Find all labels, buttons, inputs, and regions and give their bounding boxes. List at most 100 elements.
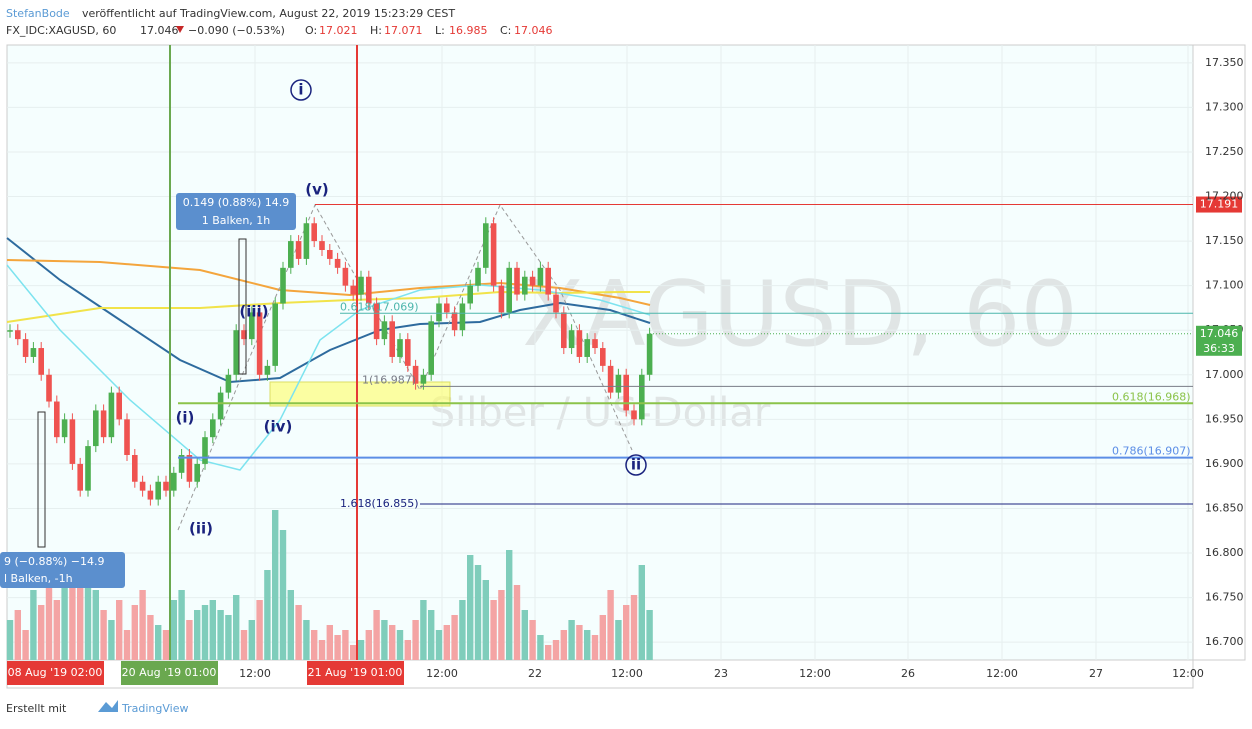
candle — [288, 241, 294, 268]
volume-bar — [498, 590, 505, 660]
candle — [61, 419, 68, 438]
volume-bar — [256, 600, 263, 660]
candle — [342, 267, 349, 286]
candle — [327, 250, 333, 259]
volume-bar — [209, 600, 216, 660]
candle — [428, 321, 434, 375]
candle — [467, 285, 473, 304]
candle — [256, 312, 263, 375]
volume-bar — [482, 580, 489, 660]
volume-bar — [630, 595, 638, 660]
candle — [15, 330, 21, 340]
candle — [615, 374, 622, 393]
price-tag-label: 17.191 — [1200, 198, 1239, 211]
y-tick-label: 17.000 — [1205, 368, 1244, 381]
candle — [334, 258, 341, 268]
change: −0.090 (−0.53%) — [188, 24, 285, 37]
candle — [592, 339, 598, 349]
volume-bar — [22, 630, 29, 660]
volume-bar — [201, 605, 209, 660]
volume-bar — [443, 625, 450, 660]
volume-bar — [123, 630, 131, 660]
y-tick-label: 16.900 — [1205, 457, 1244, 470]
volume-bar — [451, 615, 458, 660]
volume-bar — [420, 600, 427, 660]
level-label: 0.618(16.968) — [1112, 390, 1191, 403]
candle — [639, 374, 645, 420]
wave-lines — [177, 203, 633, 531]
volume-bar — [248, 620, 255, 660]
wave-label: ii — [631, 456, 641, 474]
y-tick-label: 16.950 — [1205, 412, 1244, 425]
footer-brand[interactable]: TradingView — [121, 702, 188, 715]
marker-label: 21 Aug '19 01:00 — [308, 666, 403, 679]
volume-bar — [459, 600, 466, 660]
candle — [366, 276, 372, 304]
price-tag-label: 17.046 — [1200, 327, 1239, 340]
measure-box — [176, 193, 296, 230]
ohlc-label: C: — [500, 24, 511, 37]
candle — [600, 348, 606, 366]
volume-bar — [147, 615, 154, 660]
x-tick-label: 27 — [1089, 667, 1103, 680]
volume-bar — [435, 630, 443, 660]
volume-bar — [428, 610, 435, 660]
candle — [93, 410, 99, 447]
candle — [139, 481, 146, 491]
symbol: FX_IDC:XAGUSD, 60 — [6, 24, 116, 37]
wave-circle — [625, 454, 647, 476]
volume-bar — [552, 640, 560, 660]
ohlc-label: L: — [435, 24, 445, 37]
candle — [249, 312, 255, 340]
volume-bar — [155, 625, 162, 660]
volume-bar — [568, 620, 575, 660]
candle — [631, 410, 637, 420]
y-tick-label: 16.700 — [1205, 635, 1244, 648]
candle — [381, 321, 388, 340]
candle — [38, 348, 44, 375]
volume-bar — [116, 600, 123, 660]
level-label: 0.786(16.907) — [1112, 445, 1191, 458]
candle — [147, 490, 154, 500]
x-tick-label: 26 — [901, 667, 915, 680]
candle — [233, 330, 239, 375]
candle — [459, 303, 466, 331]
measure-bracket — [238, 238, 247, 375]
candle — [420, 374, 427, 384]
volume-bar — [599, 615, 606, 660]
volume-bar — [646, 610, 653, 660]
candle — [498, 285, 505, 313]
ohlc-value: 17.071 — [384, 24, 423, 37]
measure-bracket — [37, 411, 46, 548]
y-tick-label: 17.350 — [1205, 56, 1244, 69]
volume-bar — [318, 640, 326, 660]
x-tick-label: 23 — [714, 667, 728, 680]
x-tick-label: 12:00 — [239, 667, 271, 680]
wave-label: (iii) — [239, 303, 268, 321]
candle — [319, 241, 325, 250]
wave-label: (i) — [176, 409, 195, 427]
wave-label: (ii) — [189, 520, 213, 538]
volume-bar — [279, 530, 287, 660]
x-tick-label: 12:00 — [1172, 667, 1204, 680]
volume-bar — [389, 625, 396, 660]
marker-tag — [307, 661, 404, 685]
volume-bar — [53, 600, 60, 660]
candle — [529, 276, 536, 286]
candle — [225, 374, 232, 393]
down-arrow — [176, 26, 184, 33]
candle — [210, 419, 216, 438]
logo — [98, 700, 118, 712]
volume-bar — [357, 640, 365, 660]
volume-bar — [506, 550, 513, 660]
candle — [537, 267, 544, 286]
volume-bar — [467, 555, 474, 660]
volume-bar — [162, 630, 170, 660]
author[interactable]: StefanBode — [6, 7, 70, 20]
candle — [412, 365, 419, 384]
candle — [272, 303, 278, 366]
y-tick-label: 17.250 — [1205, 145, 1244, 158]
volume-bar — [326, 625, 333, 660]
candle — [30, 348, 37, 357]
